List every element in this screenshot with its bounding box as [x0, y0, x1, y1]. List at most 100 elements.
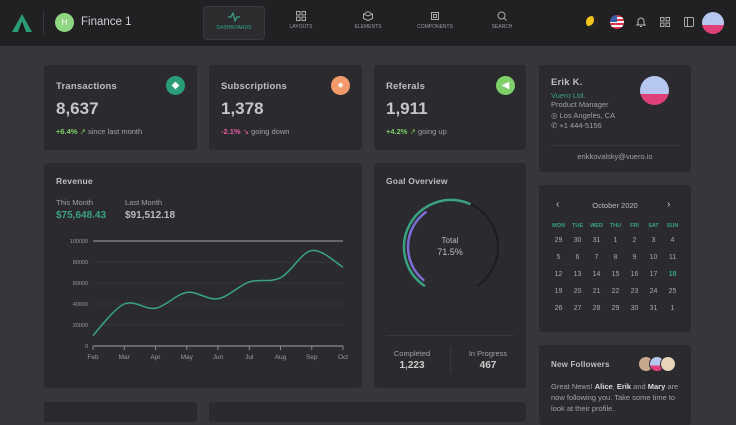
goal-gauge	[374, 193, 526, 323]
x-tick-label: Sep	[306, 354, 318, 361]
calendar-day[interactable]: 13	[568, 266, 587, 283]
cube-icon	[363, 11, 373, 21]
weekday-label: SUN	[663, 220, 682, 232]
calendar-day[interactable]: 29	[606, 300, 625, 317]
calendar-day[interactable]: 25	[663, 283, 682, 300]
y-tick-label: 0	[85, 344, 88, 350]
calendar-day[interactable]: 31	[587, 232, 606, 249]
nav-components[interactable]: COMPONENTS	[404, 6, 466, 40]
calendar-day[interactable]: 14	[587, 266, 606, 283]
calendar-day[interactable]: 22	[606, 283, 625, 300]
calendar-day[interactable]: 6	[568, 249, 587, 266]
calendar-day[interactable]: 11	[663, 249, 682, 266]
calendar-day[interactable]: 30	[568, 232, 587, 249]
card	[44, 402, 197, 422]
diamond-icon: ◆	[166, 76, 185, 95]
y-tick-label: 20000	[73, 323, 88, 329]
y-tick-label: 80000	[73, 260, 88, 266]
moon-icon[interactable]	[586, 16, 598, 28]
calendar-day[interactable]: 16	[625, 266, 644, 283]
x-tick-label: Jul	[245, 354, 254, 361]
calendar-day[interactable]: 1	[606, 232, 625, 249]
calendar-day[interactable]: 27	[568, 300, 587, 317]
trend-up-icon: ↗	[80, 127, 86, 136]
activity-icon	[228, 12, 240, 22]
calendar-day[interactable]: 20	[568, 283, 587, 300]
trend-up-icon: ↗	[410, 127, 416, 136]
calendar-day[interactable]: 9	[625, 249, 644, 266]
x-tick-label: Oct	[338, 354, 348, 361]
goal-card: Goal Overview Total 71.5% Completed 1,22…	[374, 163, 526, 388]
calendar-day[interactable]: 31	[644, 300, 663, 317]
calendar-day[interactable]: 21	[587, 283, 606, 300]
y-tick-label: 40000	[73, 302, 88, 308]
brand-name: Finance 1	[81, 16, 132, 28]
nav-layouts[interactable]: LAYOUTS	[270, 6, 332, 40]
user-plus-icon: ●	[331, 76, 350, 95]
calendar-day[interactable]: 10	[644, 249, 663, 266]
weekday-label: WED	[587, 220, 606, 232]
nav-elements[interactable]: ELEMENTS	[337, 6, 399, 40]
y-tick-label: 60000	[73, 281, 88, 287]
stat-card-transactions: Transactions ◆ 8,637 +6.4% ↗ since last …	[44, 65, 197, 150]
chip-icon	[430, 11, 440, 21]
profile-card: Erik K. Vuero Ltd. Product Manager ◎ Los…	[539, 65, 691, 172]
calendar-day[interactable]: 4	[663, 232, 682, 249]
followers-card: New Followers Great News! Alice, Erik an…	[539, 345, 691, 425]
stat-card-referals: Referals ◀ 1,911 +4.2% ↗ going up	[374, 65, 526, 150]
calendar-day[interactable]: 2	[625, 232, 644, 249]
calendar-day[interactable]: 1	[663, 300, 682, 317]
x-tick-label: Jun	[213, 354, 224, 361]
calendar-day[interactable]: 12	[549, 266, 568, 283]
calendar-day[interactable]: 26	[549, 300, 568, 317]
x-tick-label: Feb	[87, 354, 99, 361]
revenue-card: Revenue This Month $75,648.43 Last Month…	[44, 163, 362, 388]
calendar-day[interactable]: 24	[644, 283, 663, 300]
follower-avatar[interactable]	[660, 356, 676, 372]
user-avatar[interactable]	[702, 12, 724, 34]
search-icon	[497, 11, 507, 21]
stat-card-subscriptions: Subscriptions ● 1,378 -2.1% ↘ going down	[209, 65, 362, 150]
apps-icon[interactable]	[660, 17, 670, 27]
next-month-button[interactable]: ›	[667, 199, 670, 210]
calendar-day[interactable]: 5	[549, 249, 568, 266]
bell-icon[interactable]	[636, 16, 646, 28]
flag-us-icon[interactable]	[610, 15, 624, 29]
nav-dashboards[interactable]: DASHBOARDS	[203, 6, 265, 40]
followers-text: Great News! Alice, Erik and Mary are now…	[551, 381, 683, 414]
calendar-day[interactable]: 17	[644, 266, 663, 283]
grid-icon	[296, 11, 306, 21]
profile-avatar	[640, 76, 669, 105]
divider	[386, 335, 514, 336]
x-tick-label: Apr	[150, 354, 161, 361]
calendar-day[interactable]: 28	[587, 300, 606, 317]
calendar-day[interactable]: 23	[625, 283, 644, 300]
calendar-day[interactable]: 15	[606, 266, 625, 283]
calendar-day[interactable]: 19	[549, 283, 568, 300]
location-icon: ◎	[551, 111, 558, 120]
revenue-chart: 100000 80000 60000 40000 20000 0 Feb Mar Apr May J…	[44, 163, 362, 388]
logo-icon[interactable]	[12, 14, 32, 32]
x-tick-label: May	[181, 354, 194, 361]
calendar-day[interactable]: 3	[644, 232, 663, 249]
weekday-label: MON	[549, 220, 568, 232]
workspace-avatar[interactable]: H	[55, 13, 74, 32]
weekday-label: FRI	[625, 220, 644, 232]
top-nav: H Finance 1 DASHBOARDS LAYOUTS ELEMENTS …	[0, 0, 736, 46]
panel-icon[interactable]	[684, 17, 694, 27]
megaphone-icon: ◀	[496, 76, 515, 95]
calendar-day[interactable]: 29	[549, 232, 568, 249]
y-tick-label: 100000	[70, 239, 88, 245]
weekday-label: TUE	[568, 220, 587, 232]
nav-search[interactable]: SEARCH	[471, 6, 533, 40]
calendar-day[interactable]: 8	[606, 249, 625, 266]
x-tick-label: Mar	[119, 354, 131, 361]
divider	[551, 145, 679, 146]
calendar-day[interactable]: 30	[625, 300, 644, 317]
revenue-line	[93, 250, 343, 335]
calendar-day[interactable]: 18	[663, 266, 682, 283]
x-tick-label: Aug	[275, 354, 287, 361]
calendar-day[interactable]: 7	[587, 249, 606, 266]
